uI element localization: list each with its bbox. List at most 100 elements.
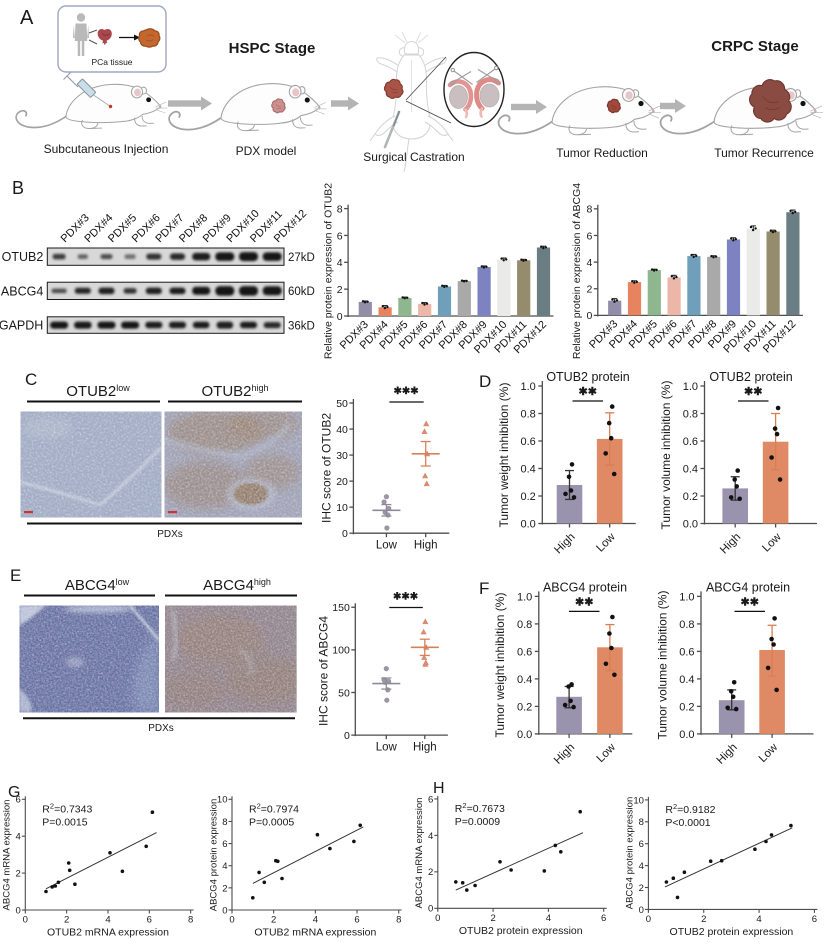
svg-text:ABCG4 protein expression: ABCG4 protein expression: [625, 797, 636, 909]
svg-text:0.0: 0.0: [517, 729, 532, 741]
svg-text:4: 4: [756, 914, 761, 925]
svg-text:0.6: 0.6: [683, 436, 698, 448]
svg-text:0: 0: [229, 915, 234, 926]
svg-text:6: 6: [337, 230, 343, 242]
svg-text:0.4: 0.4: [517, 674, 532, 686]
svg-text:0: 0: [337, 311, 343, 323]
svg-text:10: 10: [336, 502, 348, 514]
svg-text:Tumor Recurrence: Tumor Recurrence: [714, 146, 814, 160]
svg-text:0.4: 0.4: [683, 464, 698, 476]
svg-text:30: 30: [336, 450, 348, 462]
svg-text:8: 8: [337, 203, 343, 215]
svg-text:Low: Low: [376, 742, 398, 754]
svg-text:✱✱: ✱✱: [579, 386, 597, 398]
svg-text:0: 0: [646, 914, 651, 925]
svg-text:0.8: 0.8: [683, 409, 698, 421]
svg-text:36kD: 36kD: [288, 320, 315, 332]
svg-text:4: 4: [313, 915, 318, 926]
svg-text:0: 0: [344, 730, 350, 742]
svg-text:R2=0.7974: R2=0.7974: [249, 801, 299, 815]
svg-text:6: 6: [16, 795, 21, 806]
svg-text:0.2: 0.2: [517, 701, 532, 713]
svg-text:6: 6: [586, 230, 592, 242]
svg-text:P=0.0015: P=0.0015: [42, 816, 87, 828]
svg-text:R2=0.7673: R2=0.7673: [455, 801, 505, 815]
svg-text:0.8: 0.8: [679, 619, 694, 631]
svg-text:0.2: 0.2: [683, 491, 698, 503]
svg-text:2: 2: [639, 883, 644, 894]
svg-text:1.0: 1.0: [517, 591, 532, 603]
svg-text:Tumor volume inhibition (%): Tumor volume inhibition (%): [659, 381, 673, 530]
svg-text:6: 6: [601, 913, 606, 924]
svg-text:GAPDH: GAPDH: [0, 319, 43, 333]
svg-text:Tumor volume inhibition (%): Tumor volume inhibition (%): [656, 591, 670, 740]
svg-text:0.8: 0.8: [521, 409, 536, 421]
svg-text:ABCG4: ABCG4: [1, 284, 43, 298]
svg-text:0: 0: [16, 905, 21, 916]
svg-text:F: F: [479, 579, 489, 598]
svg-text:P=0.0009: P=0.0009: [455, 816, 500, 828]
svg-text:100: 100: [332, 645, 350, 657]
svg-text:6: 6: [147, 915, 152, 926]
svg-text:OTUB2 protein expression: OTUB2 protein expression: [670, 926, 794, 938]
svg-text:0: 0: [428, 904, 433, 915]
svg-text:0.2: 0.2: [679, 701, 694, 713]
svg-text:0.6: 0.6: [517, 646, 532, 658]
svg-text:4: 4: [586, 257, 592, 269]
svg-text:2: 2: [271, 915, 276, 926]
svg-text:2: 2: [586, 284, 592, 296]
svg-text:1.0: 1.0: [683, 381, 698, 393]
svg-text:0.2: 0.2: [521, 491, 536, 503]
svg-text:P=0.0005: P=0.0005: [249, 816, 294, 828]
svg-text:Low: Low: [376, 540, 398, 552]
svg-text:2: 2: [222, 883, 227, 894]
svg-text:ABCG4 mRNA expression: ABCG4 mRNA expression: [414, 798, 425, 909]
svg-text:PDX model: PDX model: [236, 144, 297, 158]
svg-text:6: 6: [222, 839, 227, 850]
svg-text:OTUB2low: OTUB2low: [66, 383, 130, 400]
svg-text:OTUB2 protein: OTUB2 protein: [546, 370, 629, 384]
svg-text:PDXs: PDXs: [148, 723, 174, 734]
svg-text:✱✱: ✱✱: [741, 596, 759, 608]
svg-text:OTUB2 protein expression: OTUB2 protein expression: [459, 925, 583, 937]
svg-text:0: 0: [639, 905, 644, 916]
svg-text:✱✱✱: ✱✱✱: [393, 592, 419, 603]
svg-text:2: 2: [16, 869, 21, 880]
svg-text:0: 0: [586, 310, 592, 322]
svg-text:PCa tissue: PCa tissue: [91, 57, 132, 67]
svg-text:OTUB2 mRNA expression: OTUB2 mRNA expression: [47, 927, 169, 939]
svg-text:1.0: 1.0: [679, 591, 694, 603]
svg-text:Relative protein expression of: Relative protein expression of OTUB2: [323, 183, 335, 359]
svg-text:ABCG4 protein expression: ABCG4 protein expression: [209, 799, 220, 911]
svg-text:8: 8: [586, 204, 592, 216]
svg-text:0.6: 0.6: [521, 436, 536, 448]
svg-text:ABCG4 protein: ABCG4 protein: [706, 580, 790, 594]
svg-text:0.6: 0.6: [679, 646, 694, 658]
svg-text:D: D: [479, 372, 491, 391]
svg-text:8: 8: [222, 817, 227, 828]
svg-text:Tumor weight inhibition (%): Tumor weight inhibition (%): [497, 383, 511, 528]
svg-text:20: 20: [336, 476, 348, 488]
svg-text:50: 50: [336, 398, 348, 410]
svg-text:H: H: [433, 780, 445, 797]
svg-text:10: 10: [217, 795, 228, 806]
svg-text:4: 4: [16, 832, 21, 843]
svg-text:6: 6: [428, 794, 433, 805]
svg-text:0.4: 0.4: [521, 464, 536, 476]
svg-text:Tumor weight inhibition (%): Tumor weight inhibition (%): [493, 593, 507, 738]
svg-text:0.0: 0.0: [679, 729, 694, 741]
svg-text:E: E: [10, 566, 21, 585]
svg-text:27kD: 27kD: [288, 252, 315, 264]
svg-text:10: 10: [633, 795, 644, 806]
svg-text:8: 8: [639, 817, 644, 828]
svg-text:4: 4: [639, 861, 644, 872]
svg-text:✱✱✱: ✱✱✱: [393, 386, 419, 397]
svg-text:0.0: 0.0: [683, 519, 698, 531]
svg-text:PDXs: PDXs: [157, 529, 183, 540]
svg-text:0.0: 0.0: [521, 519, 536, 531]
svg-text:IHC score of ABCG4: IHC score of ABCG4: [317, 616, 331, 726]
svg-text:4: 4: [428, 831, 433, 842]
svg-text:C: C: [25, 370, 37, 389]
svg-text:2: 2: [64, 915, 69, 926]
svg-text:0.8: 0.8: [517, 619, 532, 631]
